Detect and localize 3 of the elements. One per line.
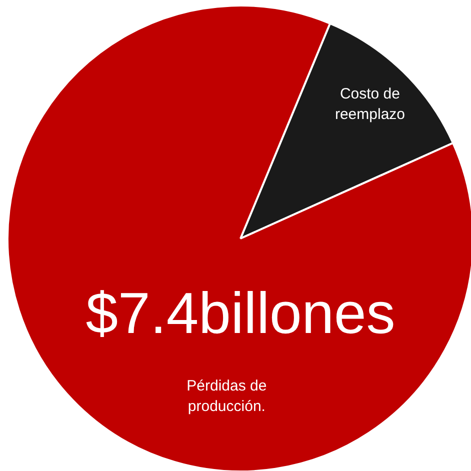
slice-label: Costo de reemplazo xyxy=(334,86,406,124)
slice-label: Pérdidas de producción. xyxy=(186,378,267,416)
text: $7.4billones xyxy=(86,281,396,346)
